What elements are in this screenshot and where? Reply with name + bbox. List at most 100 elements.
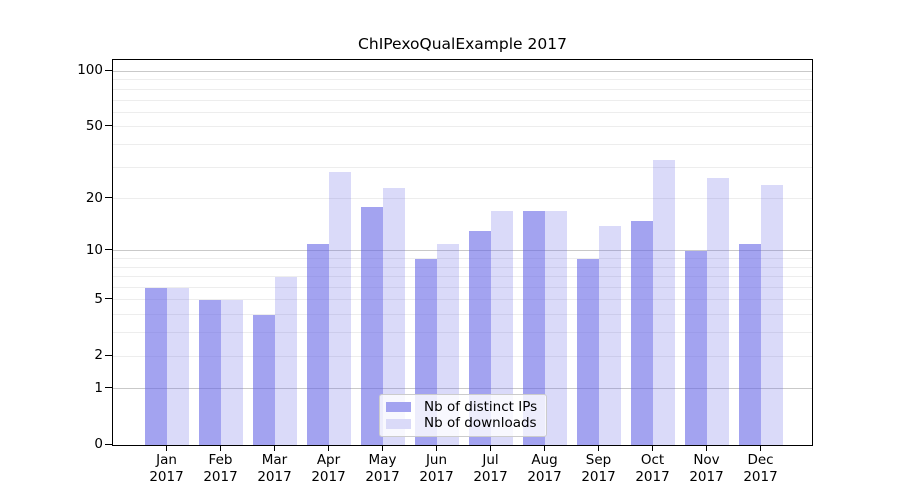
bar-distinct-ips [360, 206, 383, 445]
gridlines-layer [113, 60, 812, 445]
x-tick-label-line: Jan [156, 452, 177, 468]
bar-downloads [544, 211, 567, 445]
x-tick-label-line: Sep [585, 452, 612, 468]
bar-distinct-ips [252, 314, 275, 445]
x-tick-label-line: 2017 [311, 469, 346, 485]
gridline-minor [113, 126, 812, 128]
x-tick [166, 445, 167, 451]
bar-downloads [652, 159, 675, 445]
x-tick-label: Aug 2017 [513, 452, 577, 486]
y-tick [105, 69, 112, 71]
bar-distinct-ips [522, 211, 545, 445]
gridline-minor [113, 258, 812, 260]
bar-distinct-ips [630, 220, 653, 445]
x-tick-label: Dec 2017 [729, 452, 793, 486]
bar-distinct-ips [198, 300, 221, 445]
y-tick [105, 298, 112, 300]
gridline-minor [113, 276, 812, 278]
x-tick-label-line: Jun [425, 452, 448, 468]
y-tick [105, 443, 112, 445]
y-tick-label: 5 [94, 290, 103, 307]
x-tick-label: Jul 2017 [459, 452, 523, 486]
x-tick-label-line: Nov [693, 452, 720, 468]
gridline-major [113, 250, 812, 252]
y-tick [105, 249, 112, 251]
x-tick [490, 445, 491, 451]
gridline-minor [113, 355, 812, 357]
x-tick-label: Jan 2017 [135, 452, 199, 486]
gridline-minor [113, 79, 812, 81]
x-tick-label: May 2017 [351, 452, 415, 486]
x-tick [274, 445, 275, 451]
bar-distinct-ips [576, 258, 599, 445]
x-tick-label-line: 2017 [743, 469, 778, 485]
gridline-minor [113, 332, 812, 334]
gridline-major [113, 70, 812, 72]
bar-downloads [382, 187, 405, 445]
x-tick [760, 445, 761, 451]
bar-downloads [490, 211, 513, 445]
x-tick-label: Apr 2017 [297, 452, 361, 486]
x-tick-label-line: 2017 [473, 469, 508, 485]
x-tick [436, 445, 437, 451]
legend-label-distinct-ips: Nb of distinct IPs [424, 398, 538, 415]
bar-downloads [760, 184, 783, 445]
x-tick-label-line: 2017 [257, 469, 292, 485]
x-tick [382, 445, 383, 451]
x-tick-label: Oct 2017 [621, 452, 685, 486]
y-tick [105, 125, 112, 127]
bar-distinct-ips [738, 243, 761, 445]
x-tick-label-line: Apr [316, 452, 341, 468]
chart-title: ChIPexoQualExample 2017 [358, 35, 567, 53]
x-tick-label-line: Aug [531, 452, 558, 468]
y-tick [105, 387, 112, 389]
plot-area: Nb of distinct IPs Nb of downloads [112, 59, 813, 446]
legend-label-downloads: Nb of downloads [424, 415, 537, 432]
x-tick-label: Nov 2017 [675, 452, 739, 486]
gridline-minor [113, 88, 812, 90]
bar-downloads [220, 300, 243, 445]
bar-downloads [274, 276, 297, 445]
x-tick-label-line: 2017 [365, 469, 400, 485]
gridline-minor [113, 266, 812, 268]
x-tick-label-line: Oct [640, 452, 665, 468]
gridline-minor [113, 287, 812, 289]
legend-item-downloads: Nb of downloads [386, 416, 538, 431]
y-tick [105, 197, 112, 199]
x-tick-label-line: Feb [208, 452, 233, 468]
x-tick-label-line: 2017 [689, 469, 724, 485]
x-tick [328, 445, 329, 451]
y-tick-label: 2 [94, 347, 103, 364]
bar-downloads [166, 287, 189, 445]
y-tick-label: 1 [94, 379, 103, 396]
x-tick [544, 445, 545, 451]
x-tick-label-line: 2017 [149, 469, 184, 485]
x-tick-label-line: Jul [482, 452, 499, 468]
x-tick-label-line: 2017 [419, 469, 454, 485]
y-tick-label: 100 [77, 62, 103, 79]
bar-downloads [706, 178, 729, 445]
legend-swatch-downloads [386, 418, 411, 429]
x-tick-label-line: May [368, 452, 397, 468]
bar-downloads [328, 172, 351, 445]
gridline-minor [113, 166, 812, 168]
x-tick [706, 445, 707, 451]
x-tick [652, 445, 653, 451]
x-tick-label: Feb 2017 [189, 452, 253, 486]
y-tick-label: 10 [85, 241, 103, 258]
bar-distinct-ips [684, 250, 707, 445]
y-tick-label: 0 [94, 436, 103, 452]
bar-distinct-ips [468, 231, 491, 445]
x-tick-label-line: 2017 [527, 469, 562, 485]
x-tick-label-line: Dec [747, 452, 774, 468]
bar-distinct-ips [306, 243, 329, 445]
y-tick-label: 20 [85, 189, 103, 206]
legend-item-distinct-ips: Nb of distinct IPs [386, 398, 538, 415]
gridline-minor [113, 299, 812, 301]
x-tick-label: Mar 2017 [243, 452, 307, 486]
x-tick-label-line: Mar [261, 452, 288, 468]
x-tick-label-line: 2017 [581, 469, 616, 485]
x-tick [598, 445, 599, 451]
x-tick [220, 445, 221, 451]
